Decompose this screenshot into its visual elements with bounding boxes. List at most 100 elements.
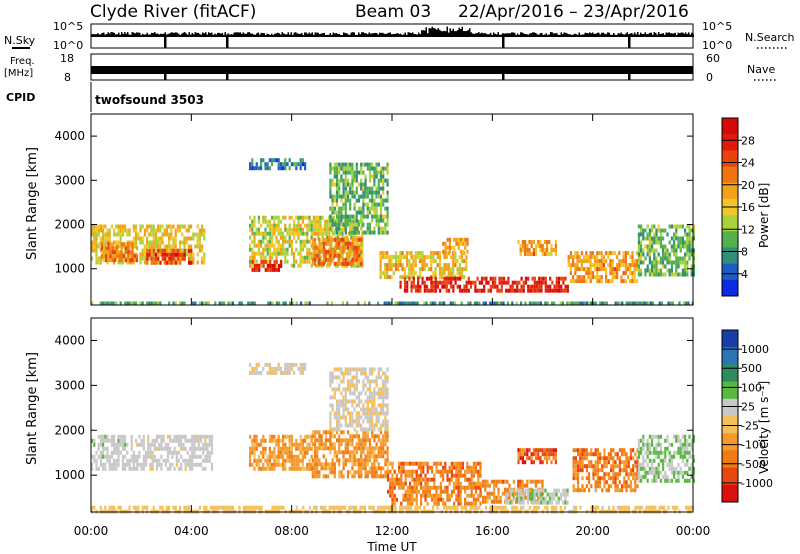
echo-cell [413, 497, 416, 502]
echo-cell [353, 454, 356, 459]
echo-cell [284, 166, 287, 171]
echo-cell [275, 458, 278, 463]
echo-cell [148, 301, 151, 306]
echo-cell [355, 237, 358, 242]
echo-cell [368, 466, 372, 471]
echo-cell [386, 222, 389, 227]
echo-cell [634, 484, 637, 489]
echo-cell [340, 253, 343, 258]
echo-cell [517, 452, 520, 457]
nsky-bar [232, 34, 234, 37]
echo-cell [432, 259, 435, 264]
nsky-bar [248, 32, 250, 37]
nsky-bar [416, 34, 418, 37]
echo-cell [421, 255, 424, 260]
echo-cell [184, 438, 187, 443]
echo-cell [193, 434, 196, 439]
echo-cell [468, 485, 471, 490]
echo-cell [410, 255, 413, 260]
echo-cell [251, 251, 254, 256]
echo-cell [675, 252, 678, 257]
echo-cell [284, 366, 287, 371]
echo-cell [364, 438, 367, 443]
echo-cell [393, 477, 396, 482]
echo-cell [555, 284, 558, 289]
echo-cell [310, 438, 313, 443]
echo-cell [335, 202, 339, 207]
echo-cell [349, 261, 352, 266]
echo-cell [564, 288, 567, 293]
echo-cell [271, 231, 274, 236]
echo-cell [423, 259, 426, 264]
echo-cell [128, 228, 131, 233]
echo-cell [360, 427, 363, 432]
echo-cell [299, 434, 302, 439]
nsky-bar [466, 31, 468, 37]
echo-cell [355, 387, 358, 392]
nsky-bar [650, 32, 652, 37]
echo-cell [605, 275, 608, 280]
echo-cell [266, 247, 269, 252]
echo-cell [284, 251, 287, 256]
echo-cell [316, 430, 319, 435]
echo-cell [162, 458, 165, 463]
echo-cell [150, 252, 153, 257]
echo-cell [635, 251, 638, 256]
echo-cell [553, 488, 556, 493]
echo-cell [99, 450, 102, 455]
echo-cell [515, 499, 518, 504]
echo-cell [624, 267, 627, 272]
echo-cell [271, 434, 274, 439]
echo-cell [377, 438, 380, 443]
echo-cell [161, 256, 164, 261]
echo-cell [299, 442, 302, 447]
nsky-bar [91, 34, 93, 37]
echo-cell [346, 237, 350, 242]
echo-cell [299, 446, 302, 451]
echo-cell [249, 454, 252, 459]
echo-cell [450, 477, 453, 482]
echo-cell [642, 248, 645, 253]
echo-cell [553, 492, 556, 497]
nsky-bar [523, 33, 525, 37]
nsky-bar [412, 32, 414, 37]
echo-cell [564, 496, 567, 501]
echo-cell [607, 476, 610, 481]
echo-cell [251, 438, 254, 443]
echo-cell [288, 223, 291, 228]
echo-cell [316, 438, 319, 443]
echo-cell [338, 462, 341, 467]
echo-cell [455, 465, 458, 470]
echo-cell [439, 489, 442, 494]
echo-cell [379, 403, 383, 408]
echo-cell [507, 280, 510, 285]
echo-cell [603, 448, 606, 453]
echo-cell [581, 464, 584, 469]
echo-cell [160, 446, 163, 451]
echo-cell [205, 301, 208, 306]
echo-cell [540, 496, 543, 501]
echo-cell [616, 275, 619, 280]
nsky-bar [443, 30, 445, 37]
echo-cell [315, 231, 318, 236]
echo-cell [295, 442, 298, 447]
echo-cell [106, 458, 109, 463]
echo-cell [132, 228, 135, 233]
echo-cell [344, 218, 347, 223]
echo-cell [255, 446, 258, 451]
echo-cell [594, 472, 597, 477]
echo-cell [99, 236, 102, 241]
echo-cell [491, 280, 495, 285]
echo-cell [262, 263, 265, 268]
echo-cell [366, 210, 369, 215]
nsky-bar [340, 34, 342, 37]
echo-cell [456, 267, 459, 272]
echo-cell [562, 500, 565, 505]
echo-cell [375, 190, 378, 195]
echo-cell [392, 263, 395, 268]
echo-cell [386, 438, 389, 443]
nsky-bar [214, 33, 216, 37]
echo-cell [447, 288, 451, 293]
cpid-label: CPID [6, 91, 35, 104]
echo-cell [382, 218, 385, 223]
